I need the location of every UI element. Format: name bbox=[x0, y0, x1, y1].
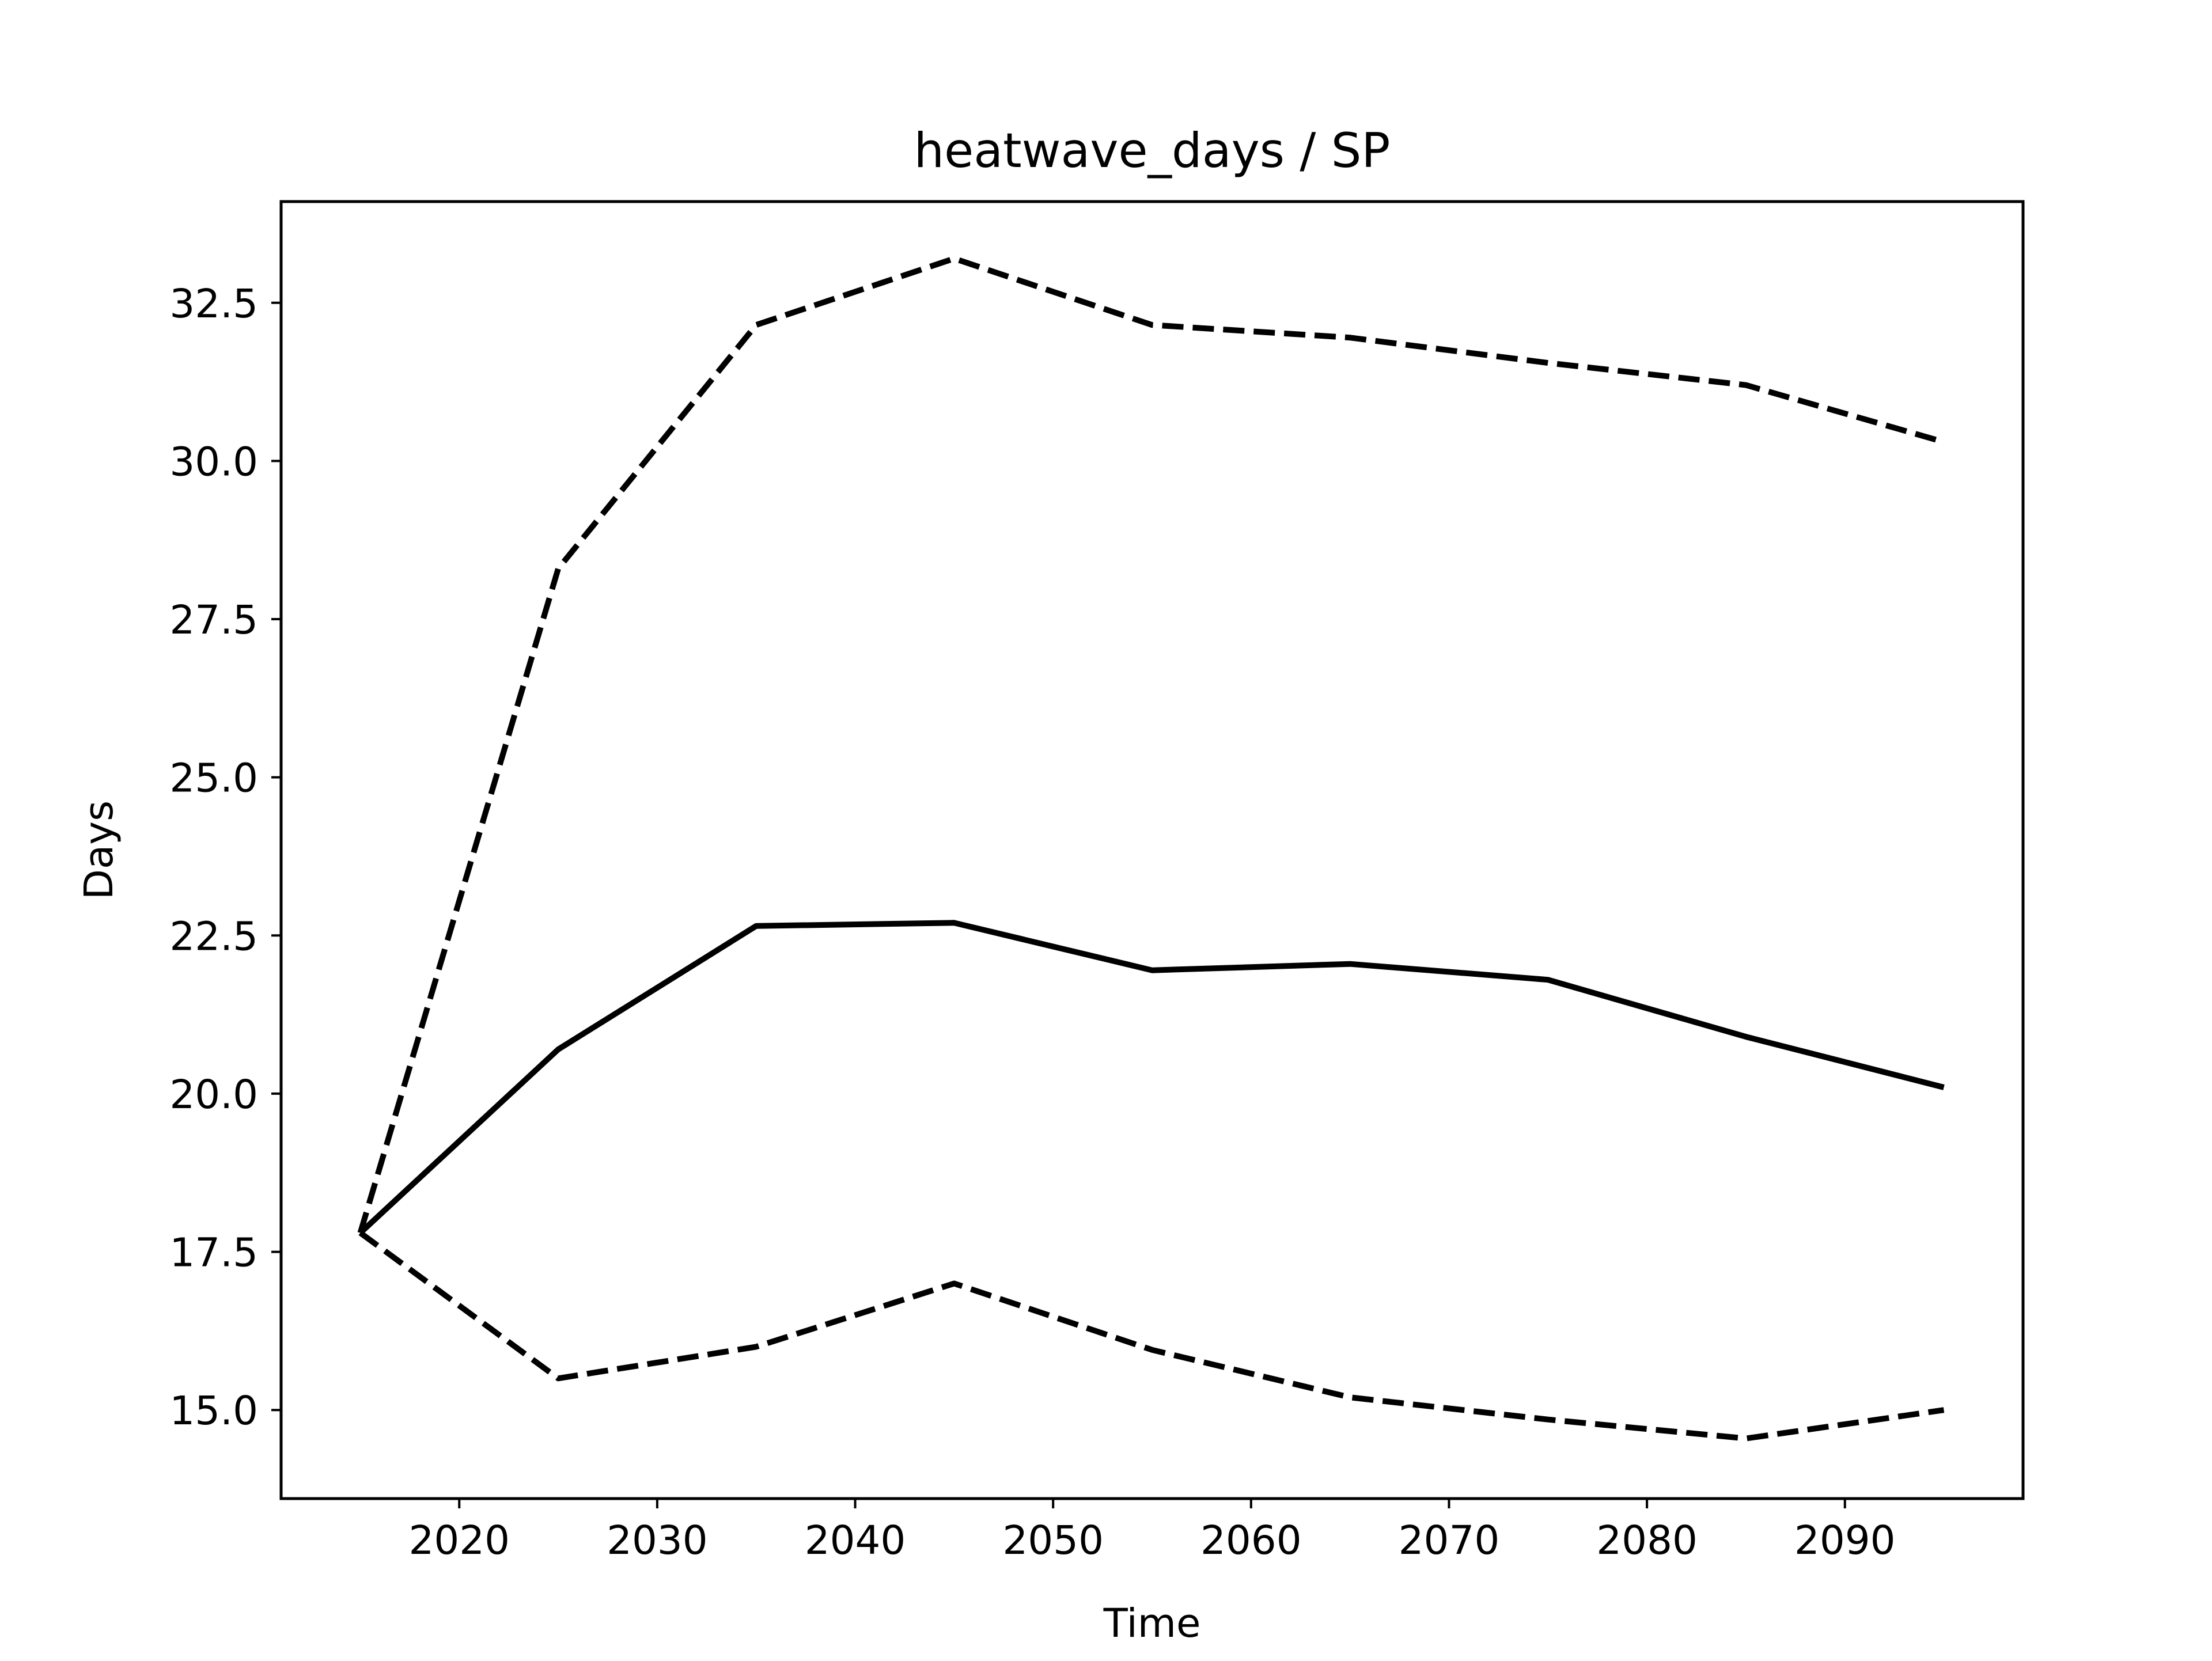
y-tick-label: 17.5 bbox=[169, 1230, 258, 1276]
y-tick-label: 27.5 bbox=[169, 597, 258, 643]
series-line-1 bbox=[357, 255, 1945, 1234]
plot-frame bbox=[279, 200, 2025, 1500]
y-tick-label: 30.0 bbox=[169, 439, 258, 485]
x-tick-label: 2030 bbox=[607, 1518, 708, 1564]
x-tick-label: 2040 bbox=[805, 1518, 906, 1564]
series-line-2 bbox=[358, 920, 1945, 1235]
y-axis: 15.0 17.5 20.0 22.5 25.0 27.5 30.0 32.5 bbox=[169, 281, 281, 1434]
y-tick-label: 32.5 bbox=[169, 281, 258, 327]
x-tick-label: 2090 bbox=[1794, 1518, 1896, 1564]
series-layer bbox=[357, 255, 1945, 1442]
y-axis-label: Days bbox=[76, 801, 122, 900]
series-line-3 bbox=[358, 1230, 1945, 1442]
x-tick-label: 2020 bbox=[408, 1518, 510, 1564]
x-axis: 2020 2030 2040 2050 2060 2070 2080 2090 bbox=[408, 1499, 1896, 1564]
x-tick-label: 2050 bbox=[1002, 1518, 1104, 1564]
chart-title: heatwave_days / SP bbox=[914, 123, 1391, 179]
x-axis-label: Time bbox=[1103, 1601, 1201, 1647]
x-tick-label: 2080 bbox=[1596, 1518, 1698, 1564]
y-tick-label: 22.5 bbox=[169, 913, 258, 960]
x-tick-label: 2070 bbox=[1399, 1518, 1500, 1564]
y-tick-label: 20.0 bbox=[169, 1072, 258, 1118]
y-tick-label: 15.0 bbox=[169, 1388, 258, 1434]
y-tick-label: 25.0 bbox=[169, 756, 258, 802]
x-tick-label: 2060 bbox=[1200, 1518, 1302, 1564]
